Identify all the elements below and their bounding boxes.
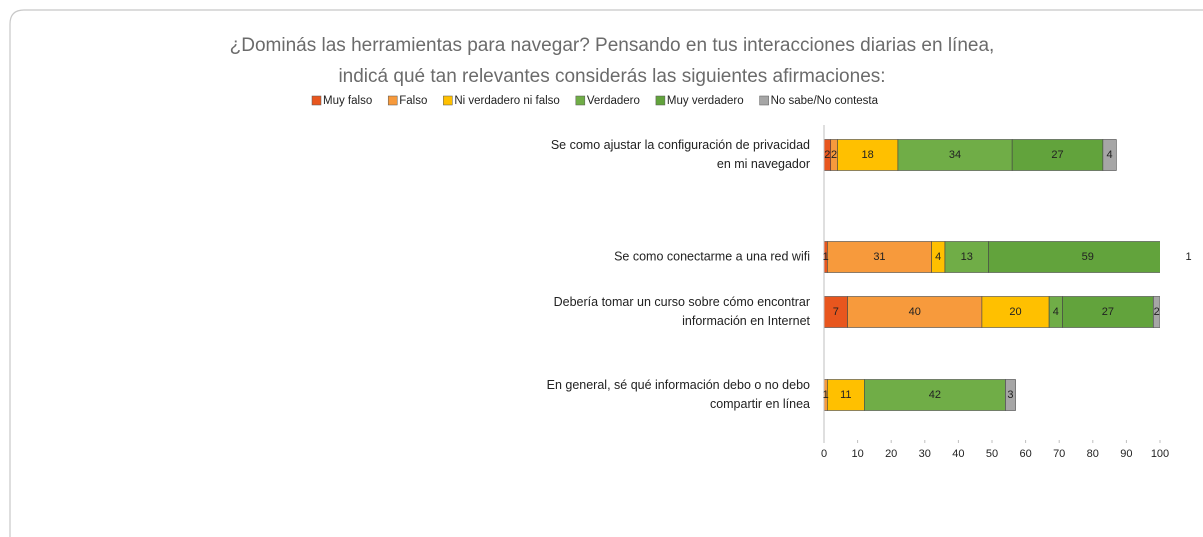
category-label: Se como conectarme a una red wifi	[614, 249, 810, 263]
legend-label: Muy falso	[323, 95, 372, 107]
data-label: 7	[833, 306, 839, 318]
chart-title: ¿Dominás las herramientas para navegar? …	[230, 35, 995, 56]
data-label: 42	[929, 389, 941, 401]
data-label: 4	[935, 251, 941, 263]
category-label: En general, sé qué información debo o no…	[547, 378, 810, 392]
data-label: 1	[823, 251, 829, 263]
bar-segment	[988, 241, 1160, 273]
x-tick-label: 20	[885, 448, 897, 460]
data-label: 27	[1051, 149, 1063, 161]
data-label: 31	[873, 251, 885, 263]
bar-segment	[864, 379, 1006, 411]
x-tick-label: 10	[851, 448, 863, 460]
chart-title: indicá qué tan relevantes considerás las…	[338, 66, 885, 87]
bar-segment	[1011, 139, 1104, 171]
x-tick-label: 0	[821, 448, 827, 460]
data-label: 1	[823, 389, 829, 401]
data-label: 11	[840, 389, 851, 401]
legend-swatch	[759, 95, 769, 106]
bar-segment	[897, 139, 1013, 171]
x-tick-label: 90	[1120, 448, 1132, 460]
data-label: 13	[961, 251, 973, 263]
category-label: en mi navegador	[717, 157, 810, 171]
x-tick-label: 30	[919, 448, 931, 460]
category-label: Debería tomar un curso sobre cómo encont…	[554, 295, 810, 309]
bar-segment	[837, 139, 899, 171]
card-border	[9, 9, 1203, 537]
data-label: 59	[1082, 251, 1094, 263]
data-label: 2	[1154, 306, 1160, 318]
x-tick-label: 50	[986, 448, 998, 460]
bar-segment	[827, 379, 865, 411]
x-tick-label: 70	[1053, 448, 1065, 460]
bar-segment	[827, 241, 932, 273]
category-label: información en Internet	[682, 314, 810, 328]
data-label: 18	[862, 149, 874, 161]
legend-swatch	[387, 95, 398, 106]
legend-label: No sabe/No contesta	[771, 95, 879, 107]
data-label: 20	[1009, 306, 1021, 318]
bar-segment	[1152, 296, 1160, 328]
x-tick-label: 40	[952, 448, 964, 460]
data-label: 4	[1053, 306, 1059, 318]
x-tick-label: 100	[1151, 448, 1169, 460]
bar-segment	[1062, 296, 1154, 328]
bar-segment	[847, 296, 983, 328]
data-label: 4	[1107, 149, 1113, 161]
legend-swatch	[443, 95, 453, 106]
bar-segment	[944, 241, 989, 273]
data-label: 27	[1102, 306, 1114, 318]
bar-segment	[1005, 379, 1016, 411]
data-label: 3	[1007, 389, 1013, 401]
plot-area	[824, 139, 1160, 411]
bar-segment	[1102, 139, 1117, 171]
category-label: Se como ajustar la configuración de priv…	[551, 138, 810, 152]
data-label: 2	[824, 149, 830, 161]
x-tick-label: 80	[1087, 448, 1099, 460]
data-label: 2	[831, 149, 837, 161]
data-label: 34	[949, 149, 961, 161]
legend-label: Muy verdadero	[667, 95, 744, 107]
legend-swatch	[655, 95, 666, 106]
legend-label: Falso	[399, 95, 427, 107]
data-label: 1	[1185, 251, 1191, 263]
category-label: compartir en línea	[710, 397, 810, 411]
legend-label: Ni verdadero ni falso	[454, 95, 559, 107]
data-label: 40	[909, 306, 921, 318]
legend-swatch	[575, 95, 586, 106]
legend-label: Verdadero	[587, 95, 640, 107]
legend-swatch	[311, 95, 322, 106]
x-tick-label: 60	[1019, 448, 1031, 460]
